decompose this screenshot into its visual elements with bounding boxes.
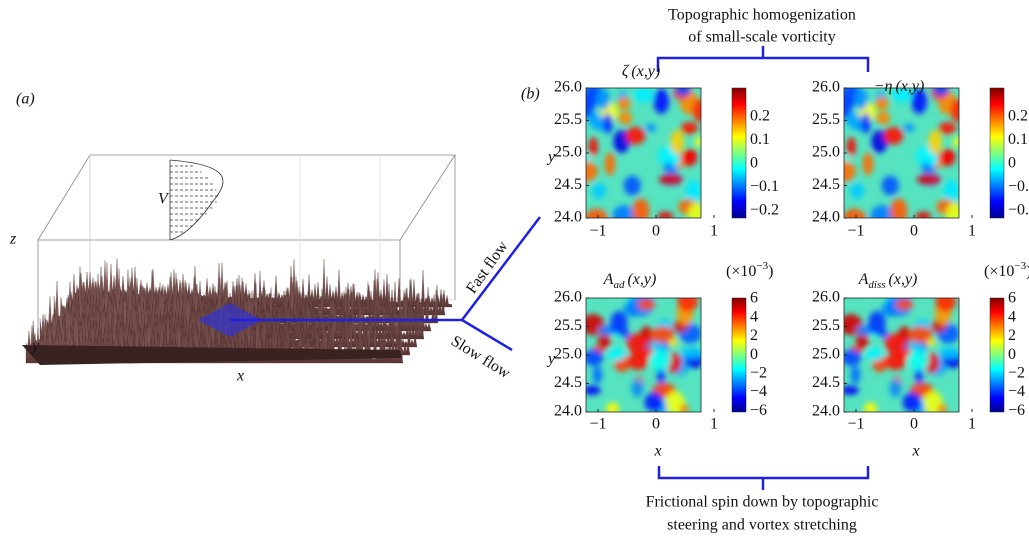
heatmap — [844, 298, 959, 412]
colorbar-tick-label: −0.1 — [750, 178, 779, 195]
colorbar-tick-label: 6 — [750, 290, 758, 307]
colorbar-tick-label: 6 — [1008, 290, 1016, 307]
y-tick-label: 25.5 — [554, 111, 582, 128]
colorbar-tick-label: 4 — [750, 308, 758, 325]
colorbar-tick-label: 0 — [750, 155, 758, 172]
subplot-title: ζ (x,y) — [622, 63, 660, 80]
axis-label: y — [546, 149, 556, 166]
colorbar-tick-label: 2 — [1008, 327, 1016, 344]
subplot-title: −η (x,y) — [874, 78, 925, 95]
y-tick-label: 24.5 — [812, 176, 840, 193]
x-tick-label: −1 — [589, 416, 606, 433]
x-tick-label: 1 — [710, 416, 718, 433]
x-tick-label: 1 — [968, 223, 976, 240]
y-tick-label: 25.5 — [812, 111, 840, 128]
heatmap — [586, 298, 701, 412]
panel-label: (a) — [16, 91, 35, 108]
colorbar-tick-label: 0.1 — [750, 131, 770, 148]
brackets — [656, 46, 870, 490]
y-tick-label: 25.5 — [812, 317, 840, 334]
y-tick-label: 26.0 — [812, 79, 840, 96]
colorbar-tick-label: −0.2 — [1008, 202, 1029, 219]
colorbar-tick-label: 4 — [1008, 308, 1016, 325]
y-tick-label: 24.5 — [554, 374, 582, 391]
y-tick-label: 25.5 — [554, 317, 582, 334]
colorbar-tick-label: 0 — [1008, 155, 1016, 172]
y-tick-label: 25.0 — [812, 144, 840, 161]
colorbar-tick-label: 0 — [1008, 346, 1016, 363]
y-tick-label: 26.0 — [812, 289, 840, 306]
subplot-title: Aad (x,y) — [603, 271, 657, 291]
x-tick-label: −1 — [589, 223, 606, 240]
x-tick-label: 0 — [910, 223, 918, 240]
subplot: 26.0 25.5 25.0 24.5 24.0 −1 0 1 0.2 0.1 0 −0.1 −0.2 −… — [812, 78, 1029, 240]
caption-top: Topographic homogenization — [668, 7, 856, 24]
flow-arrows — [230, 216, 541, 352]
colorbar — [731, 87, 747, 219]
y-tick-label: 25.0 — [554, 144, 582, 161]
x-tick-label: 1 — [710, 223, 718, 240]
x-tick-label: −1 — [847, 416, 864, 433]
caption-top: of small-scale vorticity — [688, 29, 836, 46]
panel-label: (b) — [521, 86, 540, 103]
y-tick-label: 24.0 — [812, 403, 840, 420]
x-tick-label: 0 — [652, 223, 660, 240]
y-tick-label: 25.0 — [812, 346, 840, 363]
colorbar-tick-label: −0.1 — [1008, 178, 1029, 195]
colorbar-tick-label: −4 — [1008, 383, 1025, 400]
axis-label: x — [236, 368, 244, 385]
subplot: 26.0 25.5 25.0 24.5 24.0 −1 0 1 0.2 0.1 0 −0.1 −0.2 ζ… — [546, 63, 779, 240]
colorbar-tick-label: −2 — [1008, 364, 1025, 381]
x-tick-label: −1 — [847, 223, 864, 240]
y-tick-label: 26.0 — [554, 289, 582, 306]
y-tick-label: 24.5 — [554, 176, 582, 193]
colorbar-tick-label: 2 — [750, 327, 758, 344]
caption-bottom: Frictional spin down by topographic — [646, 494, 879, 511]
axis-label: y — [546, 351, 556, 368]
multiplier: (×10−3) — [984, 260, 1029, 280]
multiplier: (×10−3) — [726, 260, 773, 280]
colorbar-tick-label: 0 — [750, 346, 758, 363]
x-tick-label: 1 — [968, 416, 976, 433]
colorbar-tick-label: −2 — [750, 364, 767, 381]
topography — [22, 258, 453, 365]
velocity-profile — [169, 159, 224, 241]
y-tick-label: 25.0 — [554, 346, 582, 363]
colorbar-tick-label: −0.2 — [750, 202, 779, 219]
x-tick-label: 0 — [652, 416, 660, 433]
axis-label: x — [911, 443, 919, 460]
colorbar-tick-label: −6 — [750, 402, 767, 419]
y-tick-label: 24.0 — [554, 209, 582, 226]
caption-bottom: steering and vortex stretching — [667, 517, 857, 534]
y-tick-label: 26.0 — [554, 79, 582, 96]
heatmap — [586, 88, 701, 218]
y-tick-label: 24.0 — [812, 209, 840, 226]
colorbar-tick-label: 0.2 — [750, 108, 770, 125]
subplot: 26.025.525.024.524.0−1 0 16420−2−4−6Adiss(… — [812, 260, 1029, 460]
colorbar-tick-label: −4 — [750, 383, 767, 400]
colorbar — [989, 297, 1005, 413]
axis-label: z — [9, 231, 17, 248]
y-tick-label: 24.0 — [554, 403, 582, 420]
colorbar — [731, 297, 747, 413]
heatmap — [844, 88, 959, 218]
colorbar — [989, 87, 1005, 219]
x-tick-label: 0 — [910, 416, 918, 433]
y-tick-label: 24.5 — [812, 374, 840, 391]
colorbar-tick-label: 0.1 — [1008, 131, 1028, 148]
profile-label: V — [158, 191, 170, 208]
axis-label: y — [30, 338, 40, 355]
colorbar-tick-label: 0.2 — [1008, 108, 1028, 125]
colorbar-tick-label: −6 — [1008, 402, 1025, 419]
subplot-title: Adiss (x,y) — [858, 271, 918, 291]
axis-label: x — [653, 443, 661, 460]
arrow-label: Slow flow — [448, 333, 514, 383]
